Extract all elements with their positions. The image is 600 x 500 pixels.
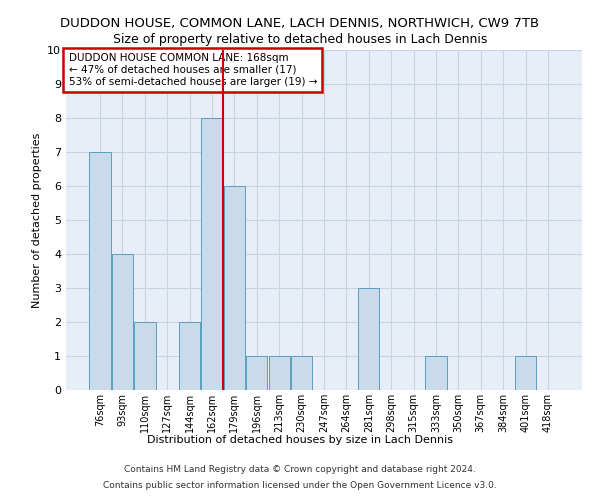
Bar bbox=[269, 356, 290, 390]
Bar bbox=[246, 356, 268, 390]
Text: Size of property relative to detached houses in Lach Dennis: Size of property relative to detached ho… bbox=[113, 32, 487, 46]
Text: Contains public sector information licensed under the Open Government Licence v3: Contains public sector information licen… bbox=[103, 480, 497, 490]
Bar bbox=[202, 118, 223, 390]
Text: Distribution of detached houses by size in Lach Dennis: Distribution of detached houses by size … bbox=[147, 435, 453, 445]
Bar bbox=[89, 152, 111, 390]
Text: DUDDON HOUSE COMMON LANE: 168sqm
← 47% of detached houses are smaller (17)
53% o: DUDDON HOUSE COMMON LANE: 168sqm ← 47% o… bbox=[68, 54, 317, 86]
Text: DUDDON HOUSE, COMMON LANE, LACH DENNIS, NORTHWICH, CW9 7TB: DUDDON HOUSE, COMMON LANE, LACH DENNIS, … bbox=[61, 18, 539, 30]
Bar bbox=[224, 186, 245, 390]
Bar bbox=[179, 322, 200, 390]
Bar bbox=[291, 356, 312, 390]
Bar bbox=[358, 288, 379, 390]
Text: Contains HM Land Registry data © Crown copyright and database right 2024.: Contains HM Land Registry data © Crown c… bbox=[124, 466, 476, 474]
Bar bbox=[112, 254, 133, 390]
Bar bbox=[134, 322, 155, 390]
Y-axis label: Number of detached properties: Number of detached properties bbox=[32, 132, 41, 308]
Bar bbox=[425, 356, 446, 390]
Bar bbox=[515, 356, 536, 390]
